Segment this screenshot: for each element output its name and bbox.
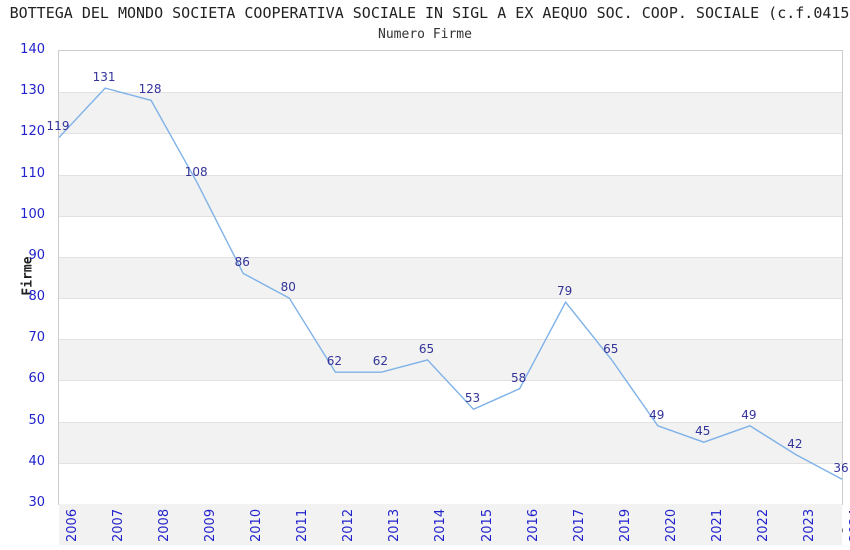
y-tick-label: 60 <box>28 371 45 387</box>
y-tick-label: 40 <box>28 453 45 469</box>
chart-title: O BOTTEGA DEL MONDO SOCIETA COOPERATIVA … <box>0 4 850 22</box>
data-point-label: 49 <box>649 407 665 422</box>
data-point-label: 79 <box>557 284 573 299</box>
gridline <box>59 174 842 176</box>
data-point-label: 108 <box>184 164 208 179</box>
series-line <box>58 87 843 480</box>
x-tick-label: 2013 <box>387 508 403 542</box>
y-tick-label: 130 <box>20 83 45 99</box>
gridline <box>59 339 842 341</box>
gridline <box>59 256 842 258</box>
y-tick-label: 90 <box>28 247 45 263</box>
data-point-label: 45 <box>695 424 711 439</box>
gridline <box>59 92 842 94</box>
y-tick-label: 140 <box>20 42 45 57</box>
x-tick-label: 2022 <box>755 508 771 542</box>
x-tick-label: 2020 <box>663 508 679 542</box>
gridline <box>59 421 842 423</box>
data-point-label: 53 <box>464 391 481 406</box>
plot-area <box>58 50 843 546</box>
gridline <box>59 133 842 135</box>
plot-band <box>59 339 842 381</box>
x-tick-label: 2023 <box>801 508 817 542</box>
chart-subtitle: Numero Firme <box>378 27 472 42</box>
y-tick-label: 80 <box>28 289 45 305</box>
x-tick-label: 2014 <box>433 508 449 542</box>
plot-band <box>59 421 842 463</box>
x-tick-label: 2012 <box>341 508 357 542</box>
x-tick-label: 2009 <box>203 508 219 542</box>
x-tick-label: 2006 <box>65 508 80 542</box>
y-tick-label: 30 <box>28 495 45 510</box>
data-point-label: 62 <box>326 354 342 369</box>
x-tick-label: 2017 <box>571 508 587 542</box>
data-point-label: 49 <box>741 407 757 422</box>
y-tick-label: 100 <box>20 206 45 222</box>
gridline <box>59 462 842 464</box>
gridline <box>59 215 842 217</box>
x-tick-label: 2015 <box>479 508 495 542</box>
data-point-label: 128 <box>138 82 162 97</box>
plot-band <box>59 256 842 299</box>
x-tick-label: 2019 <box>617 508 633 542</box>
gridline <box>59 380 842 382</box>
x-tick-label: 2007 <box>111 508 127 542</box>
data-point-label: 131 <box>92 70 116 85</box>
data-point-label: 80 <box>280 280 296 295</box>
data-point-label: 42 <box>787 436 803 451</box>
y-tick-label: 70 <box>28 330 45 346</box>
data-point-label: 65 <box>418 341 435 356</box>
data-point-label: 65 <box>603 341 619 356</box>
data-point-label: 36 <box>833 461 849 476</box>
x-tick-label: 2016 <box>525 508 541 542</box>
data-point-label: 86 <box>234 255 250 270</box>
line-series-svg <box>58 87 843 480</box>
plot-band <box>59 174 842 216</box>
gridline <box>59 298 842 300</box>
x-tick-label: 2021 <box>709 508 725 542</box>
y-tick-label: 50 <box>28 412 45 428</box>
data-point-label: 58 <box>510 370 527 385</box>
x-tick-label: 2010 <box>249 508 265 542</box>
x-tick-label: 2008 <box>157 508 173 542</box>
data-point-label: 62 <box>372 354 389 369</box>
data-point-label: 119 <box>46 119 70 134</box>
x-tick-label: 2011 <box>295 508 311 542</box>
y-tick-label: 110 <box>20 165 45 181</box>
plot-band <box>59 504 842 546</box>
plot-band <box>59 92 842 134</box>
y-tick-label: 120 <box>20 124 45 140</box>
